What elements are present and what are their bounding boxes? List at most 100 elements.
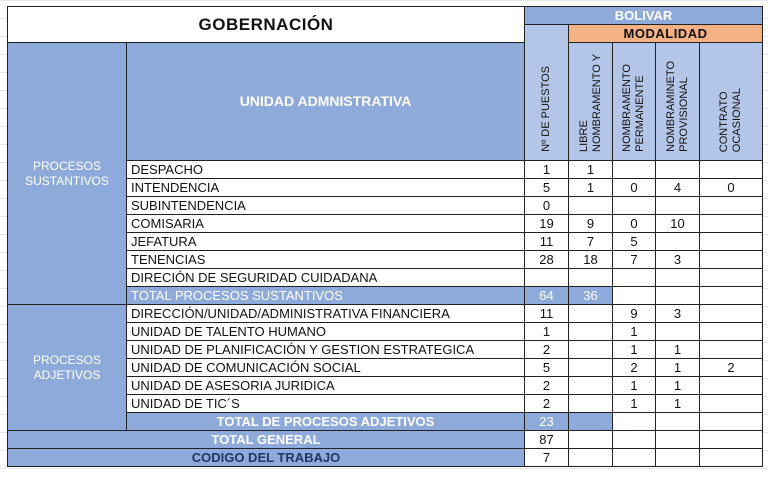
value-cell[interactable]: 5 xyxy=(524,178,569,197)
total-general-label[interactable]: TOTAL GENERAL xyxy=(7,430,525,449)
unit-name-cell[interactable]: TENENCIAS xyxy=(126,250,525,269)
unit-name-cell[interactable]: UNIDAD DE TALENTO HUMANO xyxy=(126,322,525,341)
empty-cell[interactable] xyxy=(655,412,700,431)
value-cell[interactable] xyxy=(568,340,613,359)
col-header-provisional[interactable]: NOMBRAMINETO PROVISIONAL xyxy=(655,42,700,161)
unit-name-cell[interactable]: INTENDENCIA xyxy=(126,178,525,197)
value-cell[interactable] xyxy=(699,214,763,233)
total-sustantivos-libre[interactable]: 36 xyxy=(568,286,613,305)
value-cell[interactable] xyxy=(612,196,656,215)
empty-cell[interactable] xyxy=(655,430,700,449)
value-cell[interactable]: 4 xyxy=(655,178,700,197)
value-cell[interactable] xyxy=(699,232,763,251)
value-cell[interactable] xyxy=(568,196,613,215)
value-cell[interactable]: 2 xyxy=(612,358,656,377)
group-adjetivos[interactable]: PROCESOS ADJETIVOS xyxy=(7,304,127,431)
total-general-value[interactable]: 87 xyxy=(524,430,569,449)
empty-cell[interactable] xyxy=(568,430,613,449)
value-cell[interactable]: 1 xyxy=(568,178,613,197)
region-header[interactable]: BOLIVAR xyxy=(524,6,763,25)
value-cell[interactable] xyxy=(524,268,569,287)
value-cell[interactable] xyxy=(699,196,763,215)
codigo-trabajo-label[interactable]: CODIGO DEL TRABAJO xyxy=(7,448,525,467)
value-cell[interactable]: 5 xyxy=(524,358,569,377)
value-cell[interactable]: 5 xyxy=(612,232,656,251)
total-sustantivos-puestos[interactable]: 64 xyxy=(524,286,569,305)
empty-cell[interactable] xyxy=(568,448,613,467)
empty-cell[interactable] xyxy=(612,430,656,449)
value-cell[interactable] xyxy=(699,160,763,179)
value-cell[interactable]: 11 xyxy=(524,304,569,323)
value-cell[interactable]: 2 xyxy=(524,394,569,413)
col-header-permanente[interactable]: NOMBRAMENTO PERMANENTE xyxy=(612,42,656,161)
codigo-trabajo-value[interactable]: 7 xyxy=(524,448,569,467)
value-cell[interactable] xyxy=(612,160,656,179)
value-cell[interactable] xyxy=(612,268,656,287)
value-cell[interactable]: 2 xyxy=(699,358,763,377)
value-cell[interactable]: 1 xyxy=(655,358,700,377)
title-cell[interactable]: GOBERNACIÓN xyxy=(7,6,525,43)
value-cell[interactable]: 2 xyxy=(524,376,569,395)
value-cell[interactable]: 7 xyxy=(612,250,656,269)
group-sustantivos[interactable]: PROCESOS SUSTANTIVOS xyxy=(7,42,127,305)
unit-name-cell[interactable]: UNIDAD DE TIC´S xyxy=(126,394,525,413)
value-cell[interactable] xyxy=(699,322,763,341)
value-cell[interactable]: 18 xyxy=(568,250,613,269)
col-header-puestos[interactable]: Nº DE PUESTOS xyxy=(524,24,569,161)
empty-cell[interactable] xyxy=(699,448,763,467)
value-cell[interactable] xyxy=(699,268,763,287)
unit-name-cell[interactable]: DIRECIÓN DE SEGURIDAD CUIDADANA xyxy=(126,268,525,287)
unit-name-cell[interactable]: UNIDAD DE ASESORIA JURIDICA xyxy=(126,376,525,395)
value-cell[interactable]: 0 xyxy=(612,178,656,197)
unit-name-cell[interactable]: SUBINTENDENCIA xyxy=(126,196,525,215)
value-cell[interactable] xyxy=(568,304,613,323)
value-cell[interactable]: 28 xyxy=(524,250,569,269)
unit-name-cell[interactable]: DIRECCIÓN/UNIDAD/ADMINISTRATIVA FINANCIE… xyxy=(126,304,525,323)
total-sustantivos-label[interactable]: TOTAL PROCESOS SUSTANTIVOS xyxy=(126,286,525,305)
empty-cell[interactable] xyxy=(699,286,763,305)
value-cell[interactable]: 1 xyxy=(612,376,656,395)
unit-name-cell[interactable]: DESPACHO xyxy=(126,160,525,179)
empty-cell[interactable] xyxy=(655,286,700,305)
unit-name-cell[interactable]: COMISARIA xyxy=(126,214,525,233)
value-cell[interactable]: 1 xyxy=(612,394,656,413)
empty-cell[interactable] xyxy=(612,286,656,305)
value-cell[interactable]: 1 xyxy=(655,394,700,413)
value-cell[interactable] xyxy=(699,250,763,269)
col-header-libre[interactable]: LIBRE NOMBRAMENTO Y xyxy=(568,42,613,161)
value-cell[interactable] xyxy=(699,394,763,413)
value-cell[interactable] xyxy=(655,322,700,341)
empty-cell[interactable] xyxy=(655,448,700,467)
value-cell[interactable]: 19 xyxy=(524,214,569,233)
value-cell[interactable]: 1 xyxy=(655,376,700,395)
col-header-ocasional[interactable]: CONTRATO OCASIONAL xyxy=(699,42,763,161)
value-cell[interactable]: 9 xyxy=(612,304,656,323)
value-cell[interactable] xyxy=(568,322,613,341)
value-cell[interactable] xyxy=(699,340,763,359)
value-cell[interactable] xyxy=(655,196,700,215)
value-cell[interactable] xyxy=(655,160,700,179)
value-cell[interactable]: 1 xyxy=(568,160,613,179)
value-cell[interactable]: 7 xyxy=(568,232,613,251)
empty-cell[interactable] xyxy=(699,412,763,431)
empty-cell[interactable] xyxy=(612,448,656,467)
value-cell[interactable]: 10 xyxy=(655,214,700,233)
value-cell[interactable]: 1 xyxy=(612,322,656,341)
value-cell[interactable] xyxy=(568,394,613,413)
value-cell[interactable]: 2 xyxy=(524,340,569,359)
unit-name-cell[interactable]: JEFATURA xyxy=(126,232,525,251)
value-cell[interactable] xyxy=(568,358,613,377)
empty-cell[interactable] xyxy=(568,412,613,431)
value-cell[interactable]: 0 xyxy=(524,196,569,215)
value-cell[interactable] xyxy=(699,376,763,395)
value-cell[interactable]: 9 xyxy=(568,214,613,233)
value-cell[interactable]: 1 xyxy=(655,340,700,359)
value-cell[interactable] xyxy=(655,232,700,251)
total-adjetivos-label[interactable]: TOTAL DE PROCESOS ADJETIVOS xyxy=(126,412,525,431)
value-cell[interactable]: 1 xyxy=(612,340,656,359)
empty-cell[interactable] xyxy=(699,430,763,449)
value-cell[interactable]: 1 xyxy=(524,322,569,341)
value-cell[interactable] xyxy=(699,304,763,323)
unit-name-cell[interactable]: UNIDAD DE COMUNICACIÓN SOCIAL xyxy=(126,358,525,377)
value-cell[interactable]: 3 xyxy=(655,250,700,269)
